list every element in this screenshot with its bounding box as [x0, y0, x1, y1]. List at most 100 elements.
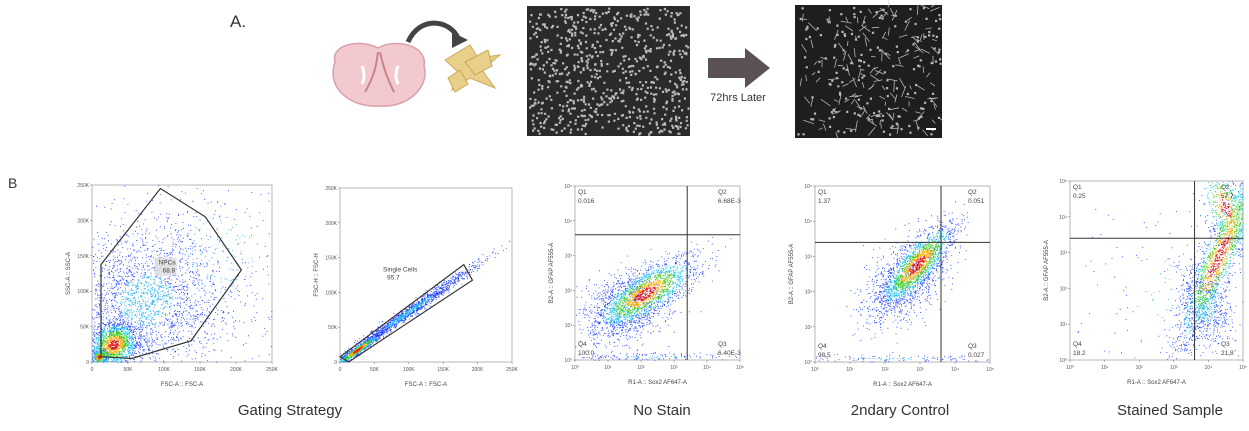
x-tick-label: 10⁰: [1066, 365, 1074, 371]
x-tick-label: 10²: [881, 367, 889, 373]
y-tick-label: 10³: [805, 254, 813, 260]
event-dots: [94, 331, 129, 363]
x-tick-label: 10³: [1170, 365, 1178, 371]
event-dots: [385, 295, 433, 329]
quadrant-value: 0.051: [968, 198, 985, 205]
y-tick-label: 10⁵: [564, 184, 572, 190]
y-tick-label: 150K: [77, 254, 89, 260]
event-dots: [340, 336, 377, 363]
event-dots: [901, 249, 933, 283]
y-tick-label: 150K: [325, 256, 337, 262]
quadrant-name: Q4: [818, 343, 827, 350]
x-tick-label: 10¹: [846, 367, 854, 373]
curved-arrow: [405, 20, 461, 44]
event-dots: [615, 272, 675, 316]
gate-name: Single Cells: [383, 267, 418, 274]
event-dots: [340, 324, 396, 363]
y-tick-label: 10¹: [1060, 322, 1068, 328]
quadrant-value: 100.0: [578, 350, 595, 357]
plot-frame: [574, 185, 741, 361]
y-tick-label: 10⁵: [804, 184, 812, 190]
y-tick-label: 10¹: [565, 323, 573, 329]
y-tick-label: 250K: [325, 186, 337, 192]
y-tick-label: 10⁴: [804, 219, 812, 225]
x-axis-label: FSC-A :: FSC-A: [161, 382, 203, 388]
quadrant-name: Q3: [968, 343, 977, 350]
quadrant-value: 18.2: [1073, 350, 1086, 357]
event-dots: [1202, 192, 1237, 293]
quadrant-name: Q4: [578, 341, 587, 348]
arrow-label: 72hrs Later: [710, 92, 766, 104]
event-dots: [908, 256, 926, 276]
y-tick-label: 10⁵: [1059, 179, 1067, 185]
x-tick-label: 250K: [506, 367, 518, 373]
brain-illustration: [332, 42, 426, 107]
event-dots: [1193, 183, 1244, 311]
y-tick-label: 0: [86, 360, 89, 366]
x-axis-label: R1-A :: Sox2 AF647-A: [873, 382, 932, 388]
y-tick-label: 10³: [1060, 251, 1068, 257]
y-tick-label: 250K: [77, 183, 89, 189]
y-tick-label: 10²: [1060, 286, 1068, 292]
x-axis-label: R1-A :: Sox2 AF647-A: [1127, 380, 1186, 386]
x-tick-label: 0: [91, 367, 94, 373]
y-tick-label: 0: [334, 360, 337, 366]
x-tick-label: 50K: [124, 367, 134, 373]
y-tick-label: 50K: [328, 325, 338, 331]
y-tick-label: 10⁰: [804, 360, 812, 366]
quadrant-name: Q1: [578, 189, 587, 196]
event-dots: [885, 230, 949, 302]
event-dots: [1183, 181, 1244, 335]
event-dots: [1137, 261, 1216, 322]
quadrant-value: 0.027: [968, 352, 985, 359]
gate: [100, 187, 243, 360]
y-axis-label: B2-A :: GFAP AF555-A: [549, 243, 555, 304]
x-tick-label: 150K: [437, 367, 449, 373]
x-tick-label: 50K: [370, 367, 380, 373]
gate-name: NPCs: [159, 260, 177, 267]
event-dots: [894, 241, 940, 291]
quadrant-value: 57.7: [1221, 193, 1234, 200]
cells-illustration: [444, 44, 502, 93]
event-dots: [1077, 209, 1244, 359]
scatter-plot: 10⁰ 10¹ 10² 10³ 10⁴ 10⁵ 10⁰ 10¹ 10² 10³ 10⁴ 10⁵ R1-A…: [789, 184, 994, 388]
panel-label: A.: [230, 12, 246, 31]
cell-dots: [797, 0, 945, 139]
y-tick-label: 200K: [77, 218, 89, 224]
y-tick-label: 100K: [325, 290, 337, 296]
quadrant-name: Q3: [718, 341, 727, 348]
y-axis-label: B2-A :: GFAP AF555-A: [789, 244, 795, 305]
quadrant-name: Q2: [968, 189, 977, 196]
x-tick-label: 10⁴: [951, 367, 959, 373]
cell-dots: [529, 7, 690, 136]
x-tick-label: 10¹: [1101, 365, 1109, 371]
x-tick-label: 10⁴: [1205, 365, 1213, 371]
x-tick-label: 10⁰: [811, 367, 819, 373]
quadrant-value: 0.016: [578, 198, 595, 205]
y-tick-label: 10⁴: [564, 219, 572, 225]
y-tick-label: 200K: [325, 221, 337, 227]
gate-label-bg: [154, 257, 177, 276]
x-tick-label: 10⁵: [736, 365, 744, 371]
y-axis-label: B2-A :: GFAP AF555-A: [1044, 240, 1050, 301]
panel-caption: No Stain: [633, 402, 691, 419]
quadrant-value: 1.37: [818, 198, 831, 205]
quadrant-value: 21.8: [1221, 350, 1234, 357]
y-tick-label: 50K: [80, 325, 90, 331]
x-tick-label: 0: [339, 367, 342, 373]
plot-frame: [91, 184, 273, 363]
micrograph: [527, 6, 690, 136]
event-dots: [575, 236, 732, 352]
scatter-plot: 10⁰ 10¹ 10² 10³ 10⁴ 10⁵ 10⁰ 10¹ 10² 10³ 10⁴ 10⁵ R1-A…: [549, 184, 744, 386]
y-axis-label: SSC-A :: SSC-A: [66, 252, 72, 295]
x-tick-label: 10⁵: [1239, 365, 1247, 371]
scatter-plot: 10⁰ 10¹ 10² 10³ 10⁴ 10⁵ 10⁰ 10¹ 10² 10³ 10⁴ 10⁵ R1-A…: [1044, 179, 1247, 386]
y-axis-label: FSC-H :: FSC-H: [314, 253, 320, 296]
event-dots: [862, 267, 925, 361]
x-tick-label: 10⁰: [571, 365, 579, 371]
event-dots: [353, 346, 364, 354]
x-tick-label: 10²: [1136, 365, 1144, 371]
y-tick-label: 10⁰: [564, 358, 572, 364]
event-dots: [97, 339, 120, 360]
